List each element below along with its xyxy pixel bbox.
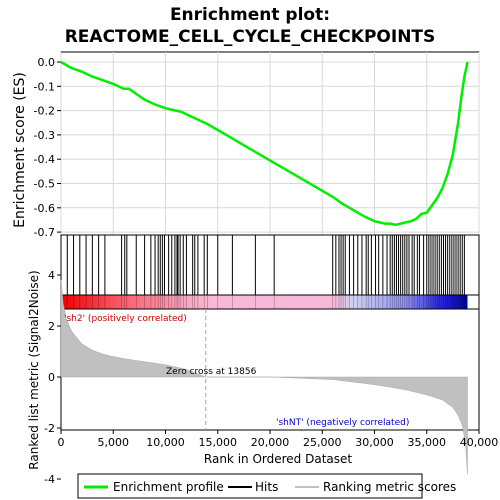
hit-lines-layer	[66, 235, 465, 295]
es-gridlines	[60, 52, 480, 235]
legend-box	[77, 473, 423, 499]
rank-color-bar	[61, 295, 468, 309]
es-tick-label: -0.2	[34, 105, 55, 118]
color-bar-hit-lines	[66, 295, 465, 309]
x-tick-label: 0	[58, 436, 65, 449]
legend-label-metric: Ranking metric scores	[323, 480, 456, 494]
x-axis-label: Rank in Ordered Dataset	[204, 452, 352, 466]
enrichment-curve-layer	[60, 60, 469, 227]
es-tick-label: -0.5	[34, 178, 55, 191]
metric-y-ticks: 4 2 0 -2 -4	[44, 269, 61, 486]
x-tick-label: 5,000	[98, 436, 130, 449]
es-tick-label: -0.7	[34, 226, 55, 239]
es-tick-label: 0.0	[38, 56, 56, 69]
es-y-ticks: 0.0 -0.1 -0.2 -0.3 -0.4 -0.5 -0.6 -0.7	[34, 56, 61, 239]
x-tick-label: 10,000	[146, 436, 185, 449]
x-tick-label: 40,000	[460, 436, 499, 449]
es-tick-label: -0.6	[34, 202, 55, 215]
es-y-axis-label: Enrichment score (ES)	[12, 72, 28, 228]
metric-area	[60, 280, 468, 474]
metric-tick-label: -2	[44, 422, 55, 435]
negative-correlation-label: 'shNT' (negatively correlated)	[276, 418, 409, 428]
hits-panel-frame	[60, 234, 480, 296]
es-tick-label: -0.4	[34, 153, 55, 166]
enrichment-profile-line	[60, 60, 469, 227]
es-tick-label: -0.3	[34, 129, 55, 142]
metric-tick-label: 0	[48, 371, 55, 384]
legend: Enrichment profile Hits Ranking metric s…	[77, 473, 456, 499]
metric-tick-label: -4	[44, 473, 55, 486]
x-tick-label: 25,000	[303, 436, 342, 449]
x-tick-label: 15,000	[199, 436, 238, 449]
metric-y-axis-label: Ranked list metric (Signal2Noise)	[27, 270, 41, 469]
zero-cross-label: Zero cross at 13856	[166, 367, 257, 377]
x-tick-label: 20,000	[251, 436, 290, 449]
x-tick-label: 30,000	[355, 436, 394, 449]
metric-tick-label: 2	[48, 320, 55, 333]
positive-correlation-label: 'sh2' (positively correlated)	[64, 314, 187, 324]
metric-area-layer	[60, 280, 468, 474]
chart-title-line2: REACTOME_CELL_CYCLE_CHECKPOINTS	[65, 27, 436, 47]
metric-tick-label: 4	[48, 269, 55, 282]
x-tick-label: 35,000	[408, 436, 447, 449]
x-axis-ticks: 0 5,000 10,000 15,000 20,000 25,000 30,000 35,0…	[58, 430, 499, 449]
chart-titles: Enrichment plot: REACTOME_CELL_CYCLE_CHE…	[65, 5, 436, 47]
legend-label-hits: Hits	[255, 480, 278, 494]
legend-label-enrichment: Enrichment profile	[113, 480, 224, 494]
es-tick-label: -0.1	[34, 80, 55, 93]
chart-title-line1: Enrichment plot:	[170, 5, 330, 25]
